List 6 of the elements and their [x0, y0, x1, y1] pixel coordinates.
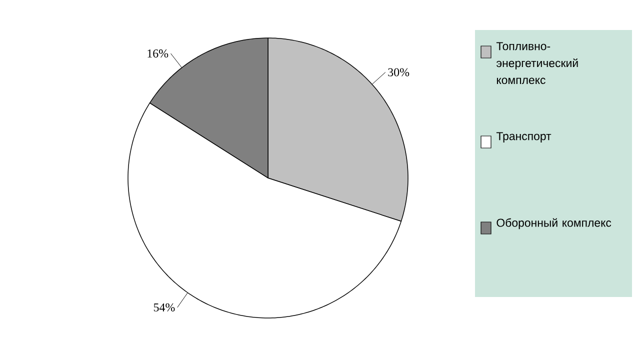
- data-label: 54%: [154, 303, 175, 312]
- legend-label: Оборонный комплекс: [496, 218, 612, 230]
- data-label: 16%: [148, 49, 168, 58]
- legend-label: Транспорт: [496, 132, 552, 142]
- data-label: 30%: [388, 68, 410, 76]
- legend-label: Топливно-энергетический комплекс: [496, 42, 578, 84]
